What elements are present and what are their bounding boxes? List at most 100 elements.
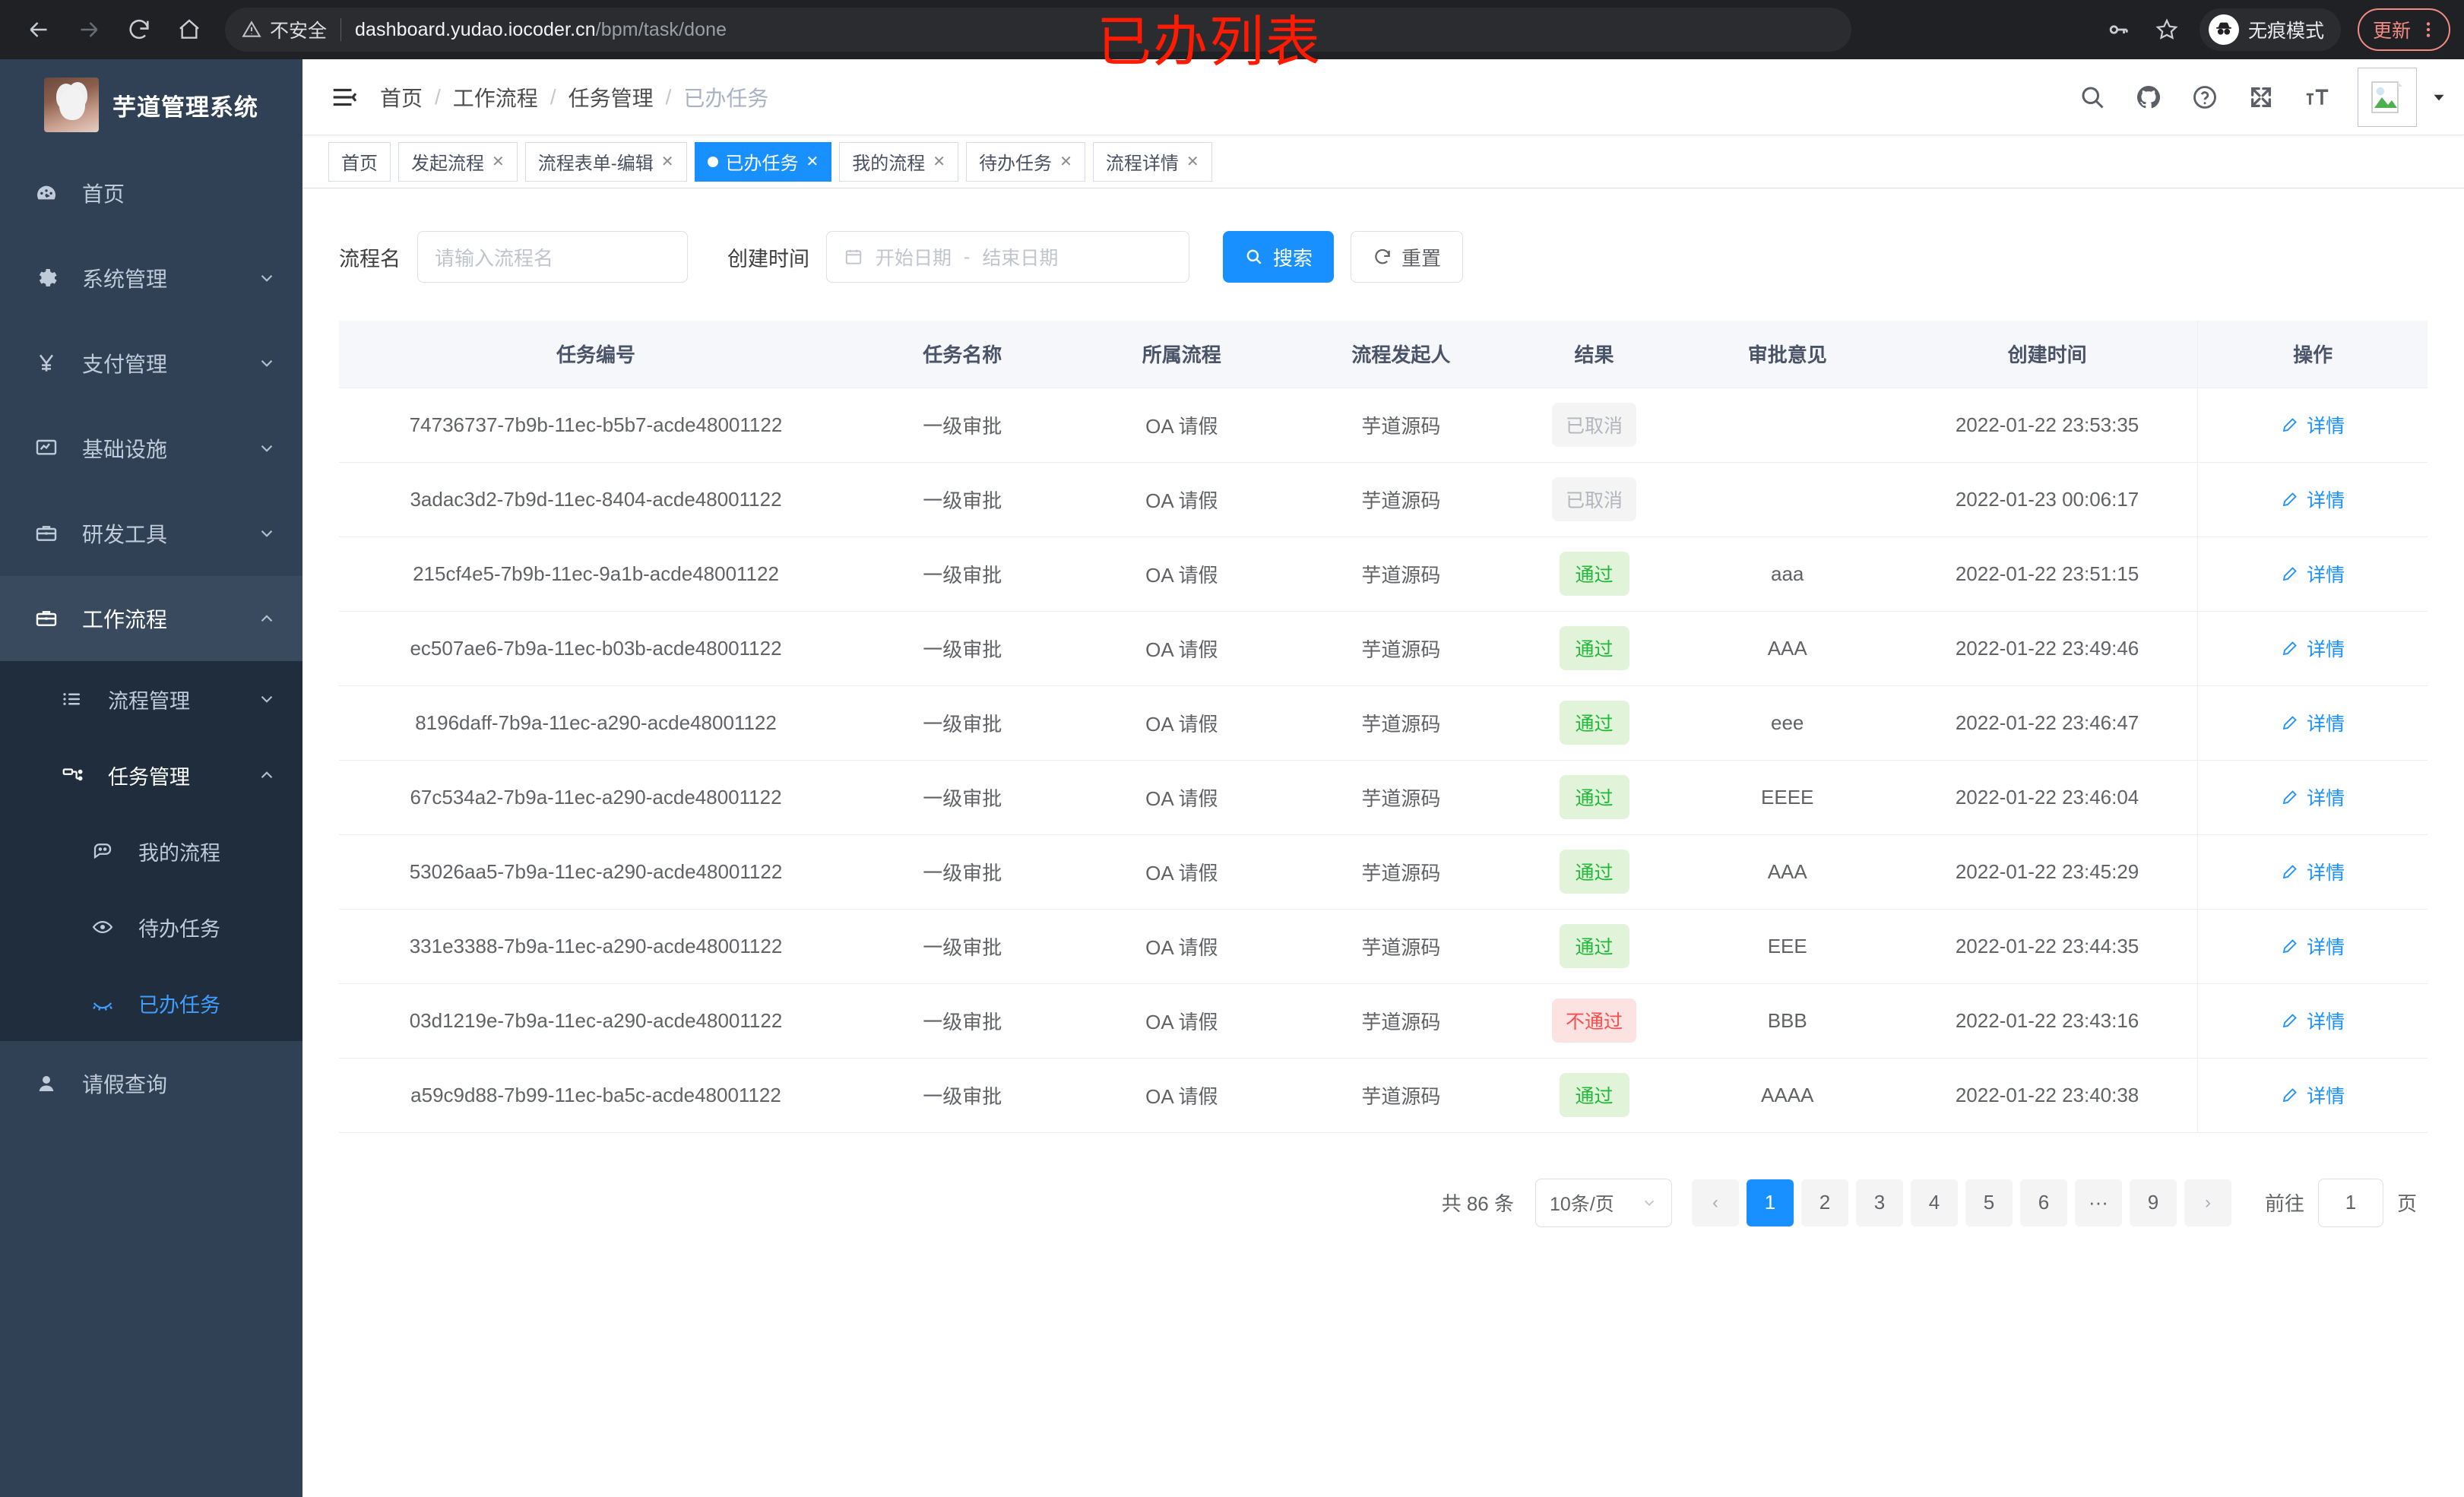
home-icon[interactable] — [164, 5, 214, 55]
kebab-menu-icon[interactable] — [2418, 19, 2438, 40]
sidebar-item-my-process[interactable]: 我的流程 — [0, 813, 302, 889]
page-button-3[interactable]: 3 — [1855, 1179, 1903, 1226]
edit-icon — [2281, 490, 2299, 508]
breadcrumb-item[interactable]: 任务管理 — [568, 86, 654, 110]
page-button-9[interactable]: 9 — [2129, 1179, 2177, 1226]
tab-my-process[interactable]: 我的流程 ✕ — [839, 141, 959, 182]
close-icon[interactable]: ✕ — [933, 153, 946, 170]
fullscreen-icon[interactable] — [2233, 69, 2289, 125]
detail-button[interactable]: 详情 — [2281, 709, 2345, 736]
sidebar-item-done-task[interactable]: 已办任务 — [0, 965, 302, 1041]
breadcrumb-separator: / — [549, 84, 556, 109]
table-row: 67c534a2-7b9a-11ec-a290-acde48001122 一级审批… — [339, 760, 2428, 835]
font-size-icon[interactable] — [2289, 69, 2345, 125]
tab-start-process[interactable]: 发起流程 ✕ — [398, 141, 518, 182]
close-icon[interactable]: ✕ — [1186, 153, 1199, 170]
cell-result: 通过 — [1510, 611, 1678, 686]
close-icon[interactable]: ✕ — [660, 153, 674, 170]
update-button[interactable]: 更新 — [2357, 8, 2450, 51]
col-result: 结果 — [1510, 321, 1678, 388]
tab-process-detail[interactable]: 流程详情 ✕ — [1092, 141, 1212, 182]
tab-todo-task[interactable]: 待办任务 ✕ — [966, 141, 1085, 182]
back-arrow-icon[interactable] — [14, 5, 64, 55]
key-icon[interactable] — [2096, 8, 2140, 52]
reload-icon[interactable] — [114, 5, 164, 55]
edit-icon — [2281, 639, 2299, 657]
tab-label: 我的流程 — [852, 153, 926, 174]
date-range-picker[interactable]: 开始日期 - 结束日期 — [826, 231, 1189, 283]
sidebar-item-home[interactable]: 首页 — [0, 150, 302, 236]
close-icon[interactable]: ✕ — [1059, 153, 1072, 170]
detail-button[interactable]: 详情 — [2281, 486, 2345, 513]
app-body: 流程名 请输入流程名 创建时间 开始日期 - 结束日期 — [302, 188, 2464, 1497]
chevron-down-icon[interactable] — [2429, 87, 2449, 107]
star-icon[interactable] — [2145, 8, 2189, 52]
sidebar-item-payment[interactable]: 支付管理 — [0, 321, 302, 406]
breadcrumb-item[interactable]: 首页 — [380, 86, 423, 110]
brand[interactable]: 芋道管理系统 — [0, 59, 302, 150]
status-badge: 通过 — [1559, 701, 1629, 745]
cell-result: 通过 — [1510, 1058, 1678, 1133]
cell-created: 2022-01-22 23:44:35 — [1896, 909, 2198, 984]
close-icon[interactable]: ✕ — [492, 153, 505, 170]
list-icon — [58, 688, 87, 711]
sidebar-item-system[interactable]: 系统管理 — [0, 236, 302, 321]
page-button-6[interactable]: 6 — [2019, 1179, 2067, 1226]
tab-process-form-edit[interactable]: 流程表单-编辑 ✕ — [524, 141, 687, 182]
sidebar-item-infrastructure[interactable]: 基础设施 — [0, 406, 302, 491]
forward-arrow-icon[interactable] — [64, 5, 114, 55]
page-button-5[interactable]: 5 — [1965, 1179, 2013, 1226]
sidebar-item-devtools[interactable]: 研发工具 — [0, 491, 302, 576]
detail-button[interactable]: 详情 — [2281, 932, 2345, 960]
prev-page-button[interactable]: ‹ — [1691, 1179, 1739, 1226]
tab-home[interactable]: 首页 — [328, 141, 391, 182]
sidebar-item-workflow[interactable]: 工作流程 — [0, 576, 302, 661]
table-row: a59c9d88-7b99-11ec-ba5c-acde48001122 一级审批… — [339, 1058, 2428, 1133]
detail-button[interactable]: 详情 — [2281, 1081, 2345, 1109]
close-icon[interactable]: ✕ — [806, 153, 819, 170]
browser-nav-buttons — [0, 5, 214, 55]
reset-button[interactable]: 重置 — [1351, 231, 1464, 283]
page-button-1[interactable]: 1 — [1746, 1179, 1794, 1226]
sidebar-item-label: 支付管理 — [82, 353, 168, 376]
sidebar-item-process-manage[interactable]: 流程管理 — [0, 661, 302, 737]
sidebar-item-label: 研发工具 — [82, 523, 168, 546]
page-ellipsis[interactable]: ··· — [2074, 1179, 2122, 1226]
cell-process: OA 请假 — [1072, 909, 1292, 984]
detail-label: 详情 — [2307, 415, 2345, 437]
goto-page-input[interactable]: 1 — [2317, 1178, 2383, 1227]
page-size-select[interactable]: 10条/页 — [1534, 1178, 1672, 1227]
page-button-4[interactable]: 4 — [1910, 1179, 1958, 1226]
cell-initiator: 芋道源码 — [1291, 685, 1511, 761]
sidebar-item-leave-query[interactable]: 请假查询 — [0, 1041, 302, 1126]
github-icon[interactable] — [2120, 69, 2177, 125]
search-icon[interactable] — [2064, 69, 2120, 125]
cell-operation: 详情 — [2197, 983, 2428, 1059]
detail-button[interactable]: 详情 — [2281, 635, 2345, 662]
tab-done-task[interactable]: 已办任务 ✕ — [694, 141, 832, 182]
detail-button[interactable]: 详情 — [2281, 411, 2345, 438]
detail-label: 详情 — [2307, 638, 2345, 660]
cell-task-name: 一级审批 — [853, 983, 1072, 1059]
detail-button[interactable]: 详情 — [2281, 1007, 2345, 1034]
next-page-button[interactable]: › — [2184, 1179, 2231, 1226]
breadcrumb-item[interactable]: 工作流程 — [452, 86, 538, 110]
search-input[interactable]: 请输入流程名 — [417, 231, 688, 283]
sidebar-item-todo-task[interactable]: 待办任务 — [0, 889, 302, 965]
detail-button[interactable]: 详情 — [2281, 783, 2345, 811]
hamburger-icon[interactable] — [328, 83, 360, 112]
search-button[interactable]: 搜索 — [1223, 231, 1335, 283]
cell-process: OA 请假 — [1072, 983, 1292, 1059]
omnibox[interactable]: 不安全 dashboard.yudao.iocoder.cn/bpm/task/… — [225, 8, 1851, 52]
sidebar-item-task-manage[interactable]: 任务管理 — [0, 737, 302, 813]
help-icon[interactable] — [2177, 69, 2233, 125]
incognito-indicator[interactable]: 无痕模式 — [2199, 8, 2341, 51]
cell-initiator: 芋道源码 — [1291, 983, 1511, 1059]
detail-button[interactable]: 详情 — [2281, 858, 2345, 885]
detail-button[interactable]: 详情 — [2281, 560, 2345, 587]
col-process: 所属流程 — [1072, 321, 1292, 388]
avatar[interactable] — [2358, 67, 2417, 127]
page-button-2[interactable]: 2 — [1800, 1179, 1848, 1226]
chevron-up-icon — [257, 765, 277, 785]
monitor-icon — [32, 436, 61, 460]
